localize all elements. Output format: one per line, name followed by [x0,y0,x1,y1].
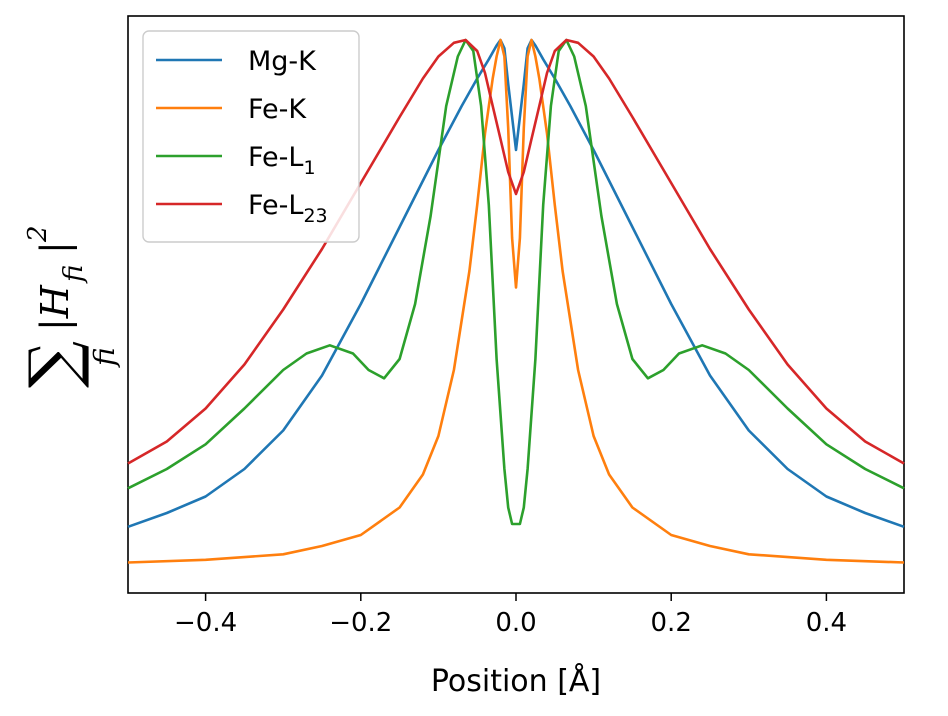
x-tick-label: 0.0 [495,608,536,638]
series-line-fe-k [127,38,905,564]
y-axis-h-subscript: fi [59,265,89,284]
series-line-fe-l1 [127,38,905,526]
x-tick-label: 0.2 [651,608,692,638]
series-line-mg-k [127,38,905,529]
x-tick-label: 0.4 [806,608,847,638]
legend-label-fe-l23: Fe-L23 [248,190,328,227]
y-axis-sum-subscript: fi [88,347,121,368]
x-tick-label: −0.2 [329,608,392,638]
y-axis-abs-close: | [33,241,77,254]
legend-box [142,30,360,243]
y-axis-label: ∑ fi |H fi | 2 [15,225,121,388]
y-axis-power: 2 [23,225,53,243]
legend-label-fe-l1: Fe-L1 [248,142,316,179]
legend-label-mg-k: Mg-K [248,46,317,77]
x-axis-ticks: −0.4 −0.2 0.0 0.2 0.4 [174,593,847,638]
x-tick-label: −0.4 [174,608,237,638]
legend-label-fe-k: Fe-K [248,94,307,125]
legend-entries: Mg-K Fe-K Fe-L1 Fe-L23 [156,46,328,227]
y-axis-sum-symbol: ∑ [15,341,92,388]
legend: Mg-K Fe-K Fe-L1 Fe-L23 [142,30,360,243]
y-axis-abs-h: |H [33,284,77,331]
x-axis-label: Position [Å] [431,663,601,699]
